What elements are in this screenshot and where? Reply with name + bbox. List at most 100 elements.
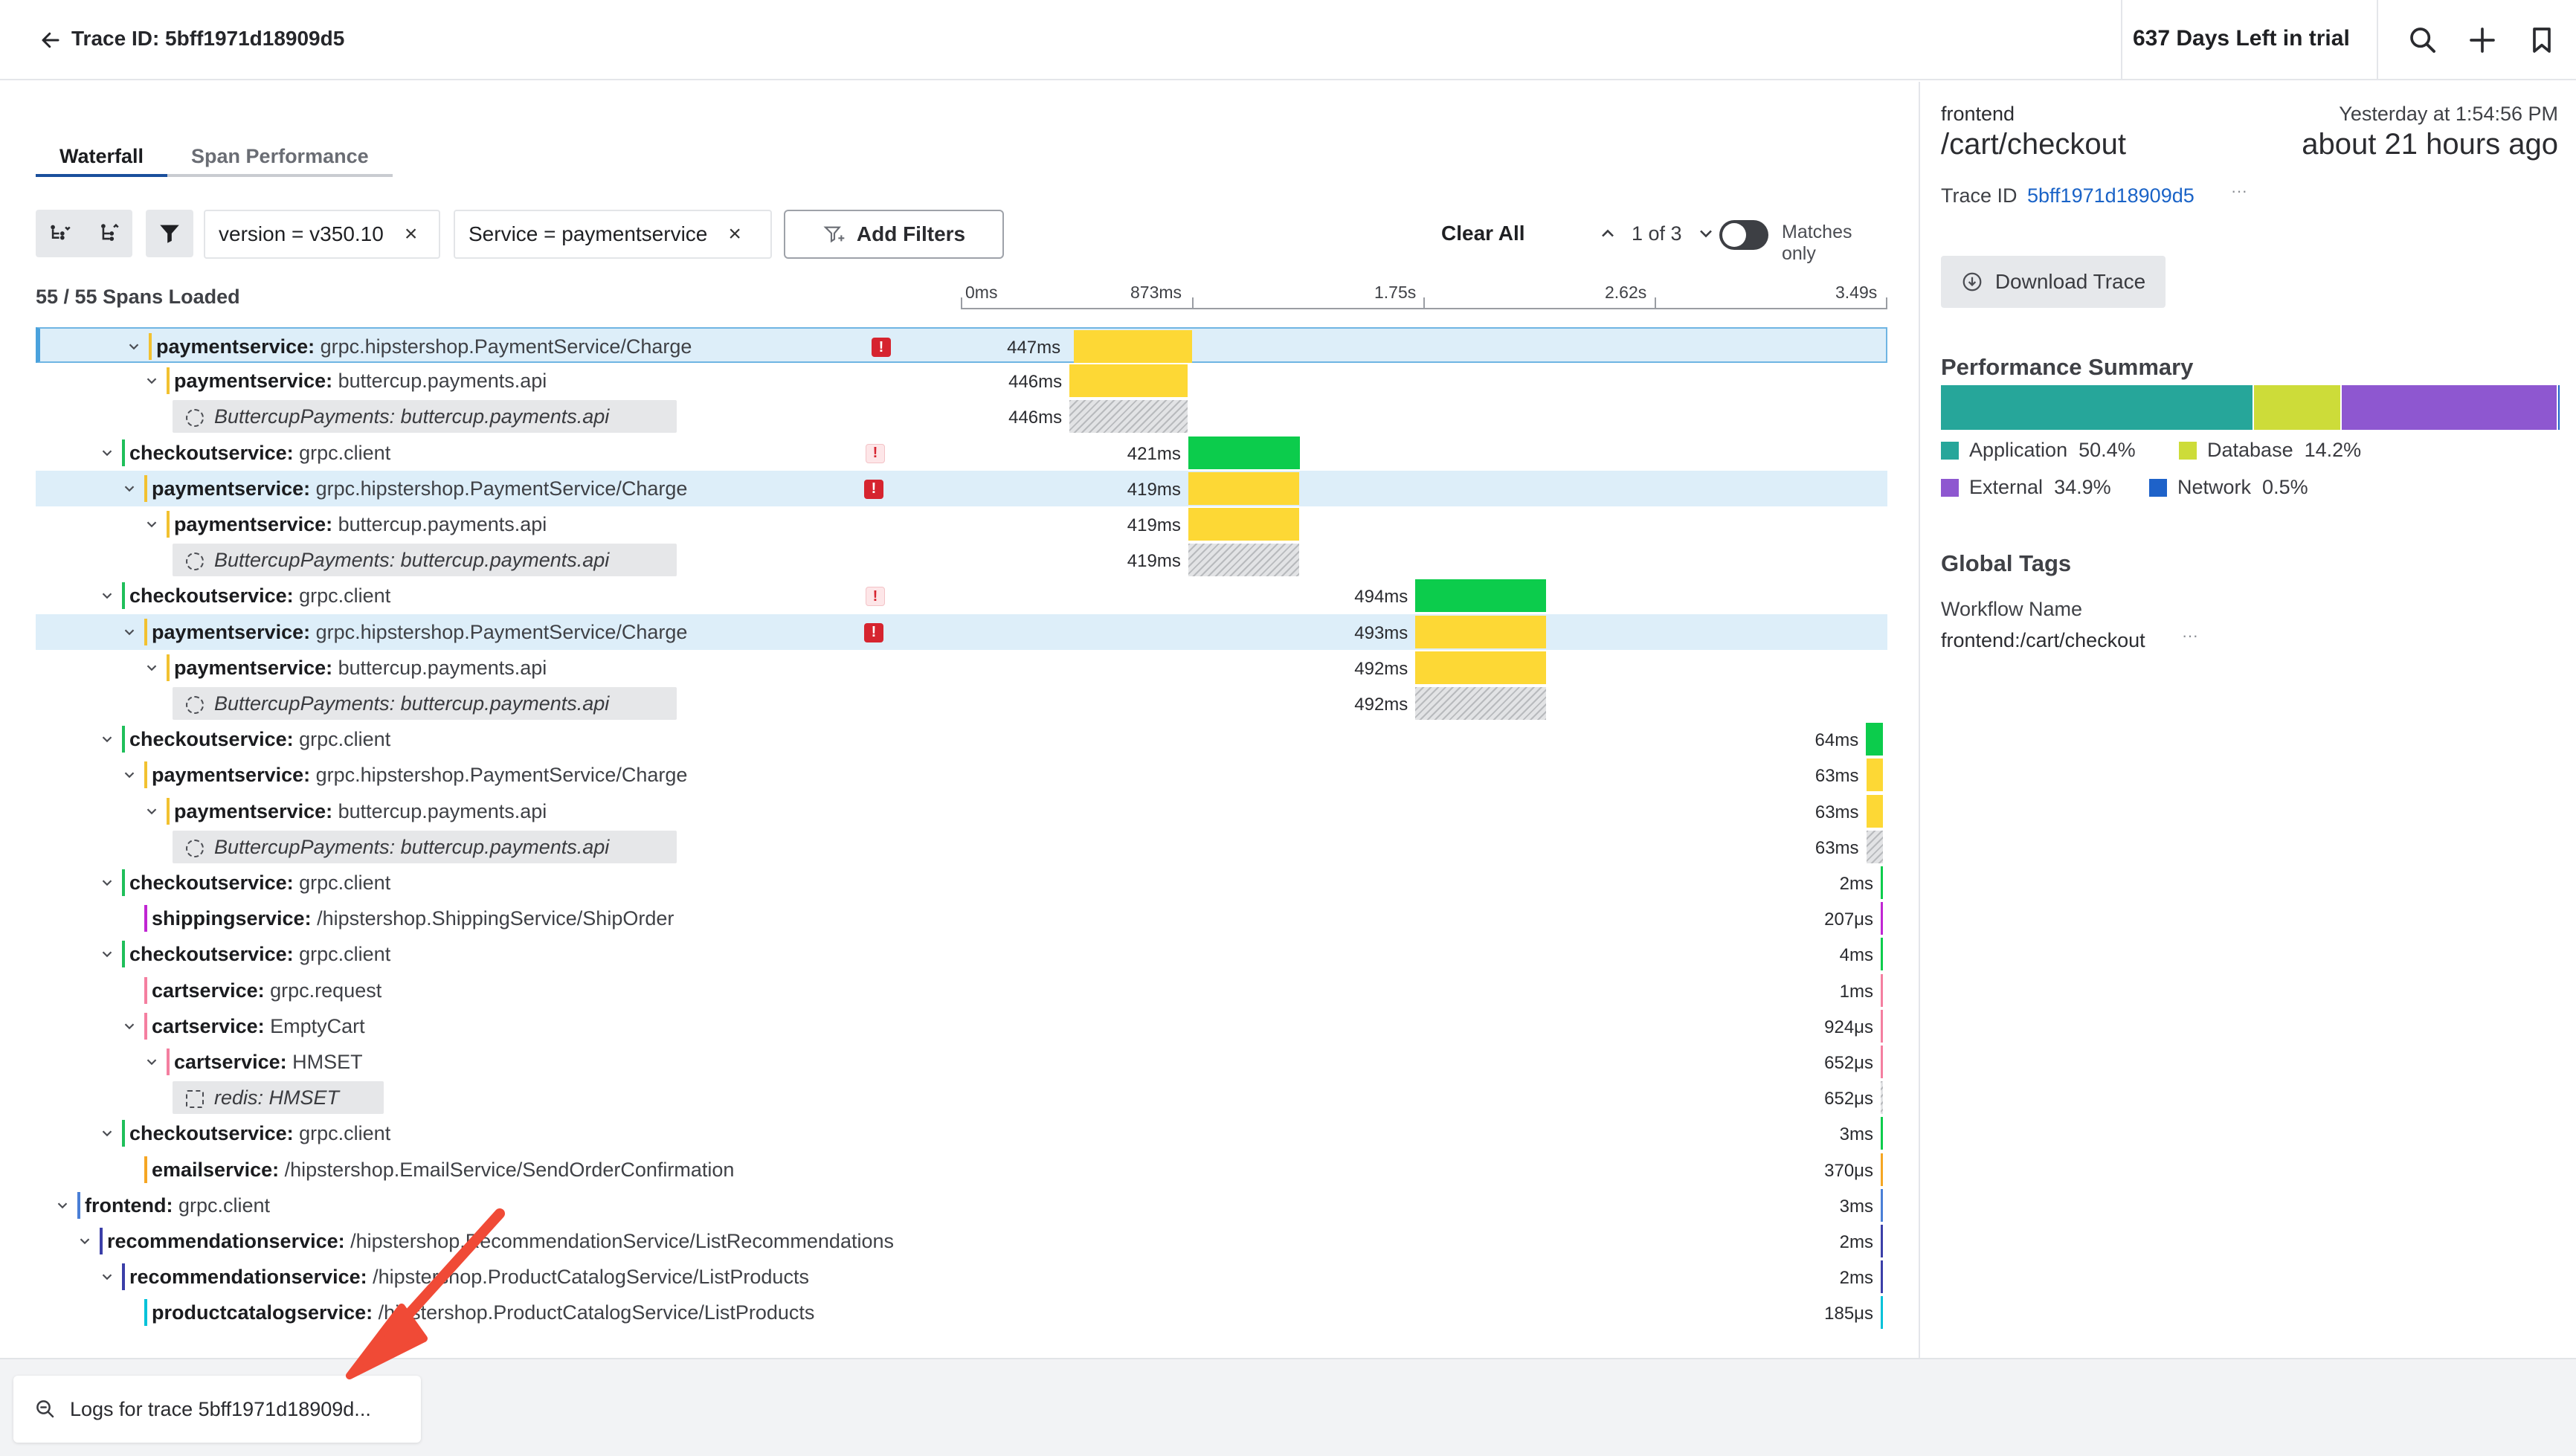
span-row[interactable]: ButtercupPayments: buttercup.payments.ap… [36, 686, 1887, 721]
chevron-down-icon[interactable] [119, 622, 140, 642]
span-row[interactable]: ButtercupPayments: buttercup.payments.ap… [36, 542, 1887, 578]
span-duration-bar[interactable] [1415, 615, 1547, 648]
span-duration-bar[interactable] [1188, 544, 1300, 577]
span-row[interactable]: checkoutservice: grpc.client 2ms [36, 865, 1887, 901]
span-row[interactable]: cartservice: EmptyCart 924μs [36, 1008, 1887, 1044]
span-duration-bar[interactable] [1188, 436, 1300, 469]
span-duration-bar[interactable] [1881, 1117, 1883, 1150]
span-row[interactable]: paymentservice: buttercup.payments.api 63… [36, 793, 1887, 829]
chevron-down-icon[interactable] [97, 729, 117, 750]
span-duration-bar[interactable] [1881, 902, 1883, 935]
span-duration-bar[interactable] [1881, 973, 1883, 1007]
span-row[interactable]: productcatalogservice: /hipstershop.Prod… [36, 1295, 1887, 1330]
clear-all-button[interactable]: Clear All [1441, 222, 1525, 245]
span-row[interactable]: cartservice: grpc.request 1ms [36, 973, 1887, 1008]
add-filters-button[interactable]: Add Filters [784, 210, 1004, 259]
expand-tree-icon[interactable] [48, 221, 73, 246]
span-duration-bar[interactable] [1881, 1260, 1883, 1294]
tag-more-button[interactable]: ··· [2182, 626, 2198, 645]
tab-span-performance[interactable]: Span Performance [191, 145, 369, 167]
chevron-down-icon[interactable] [141, 370, 162, 391]
logs-for-trace-link[interactable]: Logs for trace 5bff1971d18909d... [13, 1376, 421, 1443]
span-row[interactable]: shippingservice: /hipstershop.ShippingSe… [36, 901, 1887, 936]
span-row[interactable]: frontend: grpc.client 3ms [36, 1188, 1887, 1223]
span-duration-bar[interactable] [1415, 579, 1547, 613]
collapse-tree-icon[interactable] [96, 221, 121, 246]
chevron-down-icon[interactable] [97, 872, 117, 893]
inferred-span-box[interactable]: ButtercupPayments: buttercup.payments.ap… [173, 400, 677, 434]
span-duration-bar[interactable] [1881, 1153, 1883, 1186]
remove-filter-button[interactable]: × [728, 222, 741, 246]
span-row[interactable]: paymentservice: buttercup.payments.api 44… [36, 363, 1887, 399]
trace-id-link[interactable]: 5bff1971d18909d5 [2027, 184, 2195, 207]
chevron-down-icon[interactable] [97, 585, 117, 606]
chevron-up-icon[interactable] [1597, 223, 1618, 244]
chevron-down-icon[interactable] [141, 514, 162, 535]
span-row[interactable]: recommendationservice: /hipstershop.Reco… [36, 1223, 1887, 1259]
bookmark-button[interactable] [2522, 21, 2561, 59]
chevron-down-icon[interactable] [97, 944, 117, 964]
more-options-button[interactable]: ··· [2231, 181, 2247, 200]
span-row[interactable]: emailservice: /hipstershop.EmailService/… [36, 1152, 1887, 1188]
add-button[interactable] [2463, 21, 2502, 59]
chevron-down-icon[interactable] [141, 657, 162, 678]
search-button[interactable] [2403, 21, 2442, 59]
span-row[interactable]: checkoutservice: grpc.client 4ms [36, 936, 1887, 972]
span-duration-bar[interactable] [1188, 508, 1300, 541]
chevron-down-icon[interactable] [119, 1016, 140, 1037]
span-row[interactable]: paymentservice: buttercup.payments.api 41… [36, 506, 1887, 542]
span-duration-bar[interactable] [1188, 471, 1300, 505]
span-duration-bar[interactable] [1881, 1009, 1883, 1043]
chevron-down-icon[interactable] [97, 1266, 117, 1287]
span-row[interactable]: checkoutservice: grpc.client 64ms [36, 721, 1887, 757]
chevron-down-icon[interactable] [52, 1195, 73, 1216]
span-row[interactable]: recommendationservice: /hipstershop.Prod… [36, 1259, 1887, 1295]
span-duration-bar[interactable] [1881, 1046, 1883, 1078]
span-row[interactable]: ButtercupPayments: buttercup.payments.ap… [36, 399, 1887, 434]
chevron-down-icon[interactable] [1696, 223, 1716, 244]
span-duration-bar[interactable] [1881, 938, 1883, 971]
span-duration-bar[interactable] [1881, 866, 1883, 899]
span-row[interactable]: paymentservice: buttercup.payments.api 49… [36, 650, 1887, 686]
span-duration-bar[interactable] [1866, 830, 1883, 863]
span-duration-bar[interactable] [1074, 330, 1193, 363]
span-row[interactable]: paymentservice: grpc.hipstershop.Payment… [36, 613, 1887, 650]
span-duration-bar[interactable] [1881, 1225, 1883, 1257]
span-row[interactable]: ButtercupPayments: buttercup.payments.ap… [36, 829, 1887, 865]
span-duration-bar[interactable] [1881, 1081, 1883, 1115]
chevron-down-icon[interactable] [123, 336, 144, 357]
chevron-down-icon[interactable] [97, 1123, 117, 1144]
span-duration-bar[interactable] [1866, 794, 1883, 828]
span-duration-bar[interactable] [1881, 1296, 1883, 1330]
chevron-down-icon[interactable] [97, 442, 117, 463]
span-duration-bar[interactable] [1866, 758, 1883, 792]
filter-button[interactable] [146, 210, 193, 257]
span-row[interactable]: checkoutservice: grpc.client! 494ms [36, 578, 1887, 613]
chevron-down-icon[interactable] [74, 1231, 95, 1252]
chevron-down-icon[interactable] [141, 1051, 162, 1072]
span-duration-bar[interactable] [1866, 723, 1883, 756]
span-duration-bar[interactable] [1415, 651, 1546, 684]
span-duration-bar[interactable] [1069, 400, 1188, 434]
chevron-down-icon[interactable] [141, 801, 162, 822]
matches-only-toggle[interactable] [1719, 220, 1768, 250]
back-button[interactable] [33, 22, 68, 58]
span-row[interactable]: paymentservice: grpc.hipstershop.Payment… [36, 327, 1887, 363]
span-row[interactable]: checkoutservice: grpc.client! 421ms [36, 435, 1887, 471]
span-row[interactable]: checkoutservice: grpc.client 3ms [36, 1115, 1887, 1151]
tab-waterfall[interactable]: Waterfall [36, 134, 168, 177]
inferred-span-box[interactable]: ButtercupPayments: buttercup.payments.ap… [173, 687, 677, 720]
download-trace-button[interactable]: Download Trace [1941, 256, 2166, 308]
inferred-span-box[interactable]: ButtercupPayments: buttercup.payments.ap… [173, 544, 677, 577]
span-row[interactable]: redis: HMSET 652μs [36, 1080, 1887, 1115]
span-duration-bar[interactable] [1415, 687, 1546, 720]
inferred-span-box[interactable]: ButtercupPayments: buttercup.payments.ap… [173, 830, 677, 863]
span-duration-bar[interactable] [1881, 1188, 1883, 1222]
chevron-down-icon[interactable] [119, 478, 140, 499]
span-duration-bar[interactable] [1069, 364, 1188, 398]
remove-filter-button[interactable]: × [404, 222, 418, 246]
span-row[interactable]: paymentservice: grpc.hipstershop.Payment… [36, 757, 1887, 793]
span-row[interactable]: paymentservice: grpc.hipstershop.Payment… [36, 470, 1887, 506]
chevron-down-icon[interactable] [119, 764, 140, 785]
inferred-span-box[interactable]: redis: HMSET [173, 1081, 384, 1115]
